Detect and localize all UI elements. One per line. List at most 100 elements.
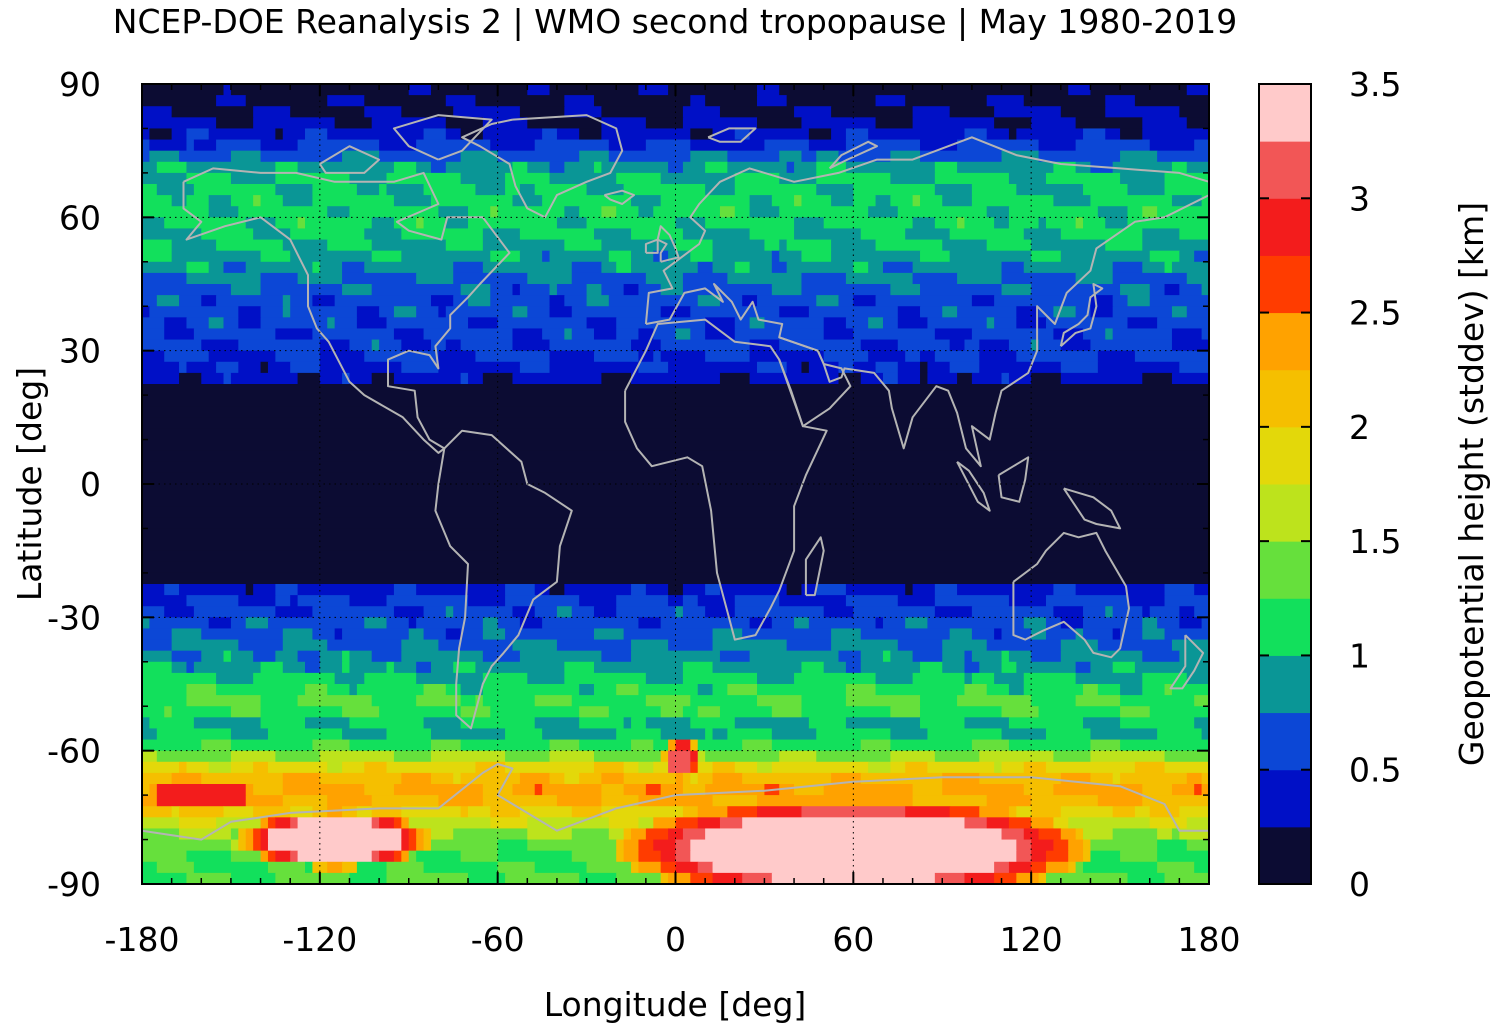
heatmap-cell-1084 <box>505 728 543 741</box>
heatmap-cell-77 <box>208 128 276 141</box>
heatmap-cell-512 <box>690 306 780 318</box>
heatmap-cell-1400 <box>571 850 617 863</box>
heatmap-cell-781 <box>423 606 447 618</box>
heatmap-cell-857 <box>949 628 973 641</box>
heatmap-cell-1339 <box>608 828 625 841</box>
heatmap-cell-367 <box>549 250 610 263</box>
heatmap-cell-239 <box>512 195 543 207</box>
heatmap-cell-565 <box>512 328 543 341</box>
heatmap-cell-709 <box>142 461 1209 474</box>
heatmap-cell-134 <box>342 150 380 163</box>
heatmap-cell-24 <box>705 95 758 107</box>
heatmap-cell-217 <box>623 184 706 196</box>
heatmap-cell-689 <box>860 372 884 385</box>
heatmap-cell-990 <box>593 684 617 696</box>
heatmap-cell-1304 <box>401 817 410 830</box>
heatmap-cell-464 <box>142 295 158 307</box>
heatmap-cell-564 <box>423 328 514 341</box>
heatmap-cell-1350 <box>1075 828 1084 841</box>
heatmap-cell-357 <box>1142 239 1209 252</box>
heatmap-cell-315 <box>1127 217 1209 230</box>
x-tick-label: -60 <box>471 920 525 959</box>
heatmap-cell-779 <box>312 606 395 618</box>
heatmap-cell-969 <box>875 672 914 685</box>
heatmap-cell-888 <box>1171 639 1209 652</box>
heatmap-cell-1411 <box>1083 850 1092 863</box>
heatmap-cell-677 <box>349 372 373 385</box>
heatmap-cell-1280 <box>757 806 803 818</box>
heatmap-cell-291 <box>305 217 373 230</box>
heatmap-cell-1381 <box>1090 839 1158 852</box>
heatmap-cell-1276 <box>601 806 684 818</box>
heatmap-cell-1054 <box>142 717 151 730</box>
heatmap-cell-838 <box>142 628 173 641</box>
heatmap-cell-1032 <box>164 706 173 718</box>
heatmap-cell-763 <box>668 595 684 607</box>
heatmap-cell-432 <box>1001 272 1077 285</box>
heatmap-cell-641 <box>186 361 217 374</box>
heatmap-cell-1012 <box>297 695 373 707</box>
heatmap-cell-798 <box>1053 606 1084 618</box>
heatmap-cell-732 <box>564 584 632 596</box>
heatmap-cell-197 <box>890 172 936 185</box>
heatmap-cell-227 <box>1164 184 1209 196</box>
heatmap-cell-659 <box>853 361 877 374</box>
heatmap-cell-878 <box>631 639 669 652</box>
heatmap-cell-365 <box>519 250 543 263</box>
heatmap-cell-354 <box>986 239 1032 252</box>
heatmap-cell-672 <box>223 372 232 385</box>
heatmap-cell-1223 <box>601 784 625 796</box>
heatmap-cell-620 <box>364 350 439 363</box>
heatmap-cell-1320 <box>1068 817 1151 830</box>
heatmap-cell-413 <box>1142 261 1166 274</box>
heatmap-cell-650 <box>519 361 551 374</box>
heatmap-cell-1108 <box>579 739 632 752</box>
heatmap-cell-926 <box>260 661 284 674</box>
heatmap-cell-181 <box>1171 161 1188 174</box>
heatmap-cell-1421 <box>327 861 343 874</box>
heatmap-cell-228 <box>142 195 173 207</box>
heatmap-cell-469 <box>282 295 291 307</box>
heatmap-cell-786 <box>556 606 573 618</box>
heatmap-cell-1192 <box>579 772 602 785</box>
heatmap-cell-790 <box>675 606 684 618</box>
heatmap-cell-225 <box>1083 184 1129 196</box>
heatmap-cell-545 <box>764 317 825 330</box>
heatmap-cell-1101 <box>201 739 232 752</box>
heatmap-cell-11 <box>1068 84 1092 96</box>
heatmap-cell-611 <box>1038 339 1062 352</box>
heatmap-cell-199 <box>1008 172 1047 185</box>
heatmap-cell-1231 <box>794 784 825 796</box>
heatmap-cell-523 <box>1090 306 1114 318</box>
heatmap-cell-860 <box>1001 628 1032 641</box>
heatmap-cell-1445 <box>186 872 232 884</box>
heatmap-cell-1423 <box>356 861 388 874</box>
heatmap-cell-1299 <box>290 817 299 830</box>
heatmap-cell-536 <box>356 317 388 330</box>
heatmap-cell-26 <box>786 95 877 107</box>
heatmap-cell-153 <box>156 161 188 174</box>
heatmap-cell-88 <box>579 128 602 141</box>
heatmap-cell-1358 <box>238 839 247 852</box>
heatmap-cell-1426 <box>497 861 536 874</box>
heatmap-cell-480 <box>608 295 699 307</box>
heatmap-cell-881 <box>786 639 832 652</box>
heatmap-cell-19 <box>445 95 477 107</box>
heatmap-cell-1245 <box>327 795 373 807</box>
heatmap-cell-465 <box>156 295 180 307</box>
heatmap-cell-251 <box>912 195 921 207</box>
heatmap-cell-1317 <box>1008 817 1032 830</box>
heatmap-cell-1272 <box>468 806 491 818</box>
heatmap-cell-1444 <box>142 872 188 884</box>
heatmap-cell-1232 <box>823 784 914 796</box>
heatmap-cell-1013 <box>371 695 417 707</box>
heatmap-cell-211 <box>423 184 477 196</box>
heatmap-cell-89 <box>601 128 691 141</box>
heatmap-cell-290 <box>297 217 306 230</box>
heatmap-cell-578 <box>853 328 936 341</box>
heatmap-cell-352 <box>875 239 943 252</box>
heatmap-cell-581 <box>1053 328 1084 341</box>
heatmap-cell-60 <box>527 117 603 130</box>
heatmap-cell-1034 <box>230 706 262 718</box>
heatmap-cell-63 <box>682 117 758 130</box>
